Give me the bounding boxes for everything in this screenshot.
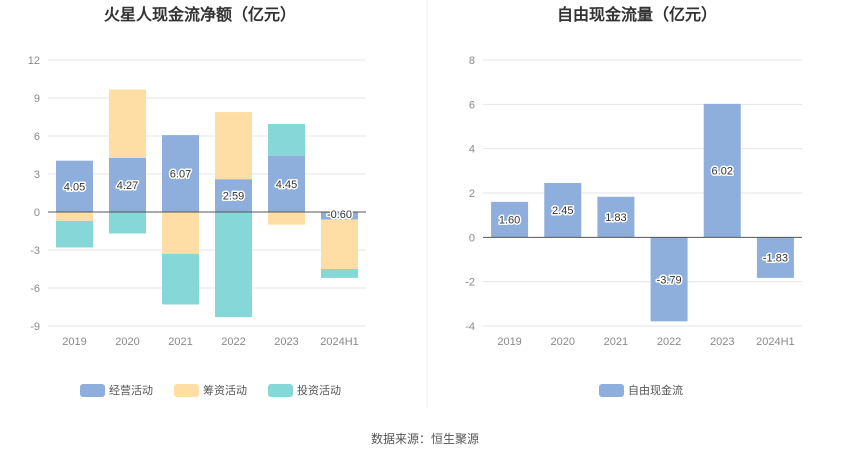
legend-label: 自由现金流 [628, 383, 683, 397]
bar[interactable] [56, 220, 93, 248]
y-tick-label: 0 [469, 232, 475, 244]
bar[interactable] [215, 212, 252, 318]
x-tick-label: 2024H1 [756, 336, 795, 348]
free-cash-flow-chart: 自由现金流量（亿元） -4 -2 0 2 4 6 8 2019 2020 2021 2022 2023 2… [465, 5, 802, 397]
x-tick-label: 2021 [604, 336, 628, 348]
x-tick-label: 2022 [657, 336, 681, 348]
bar[interactable] [109, 157, 146, 212]
x-tick-label: 2019 [497, 336, 521, 348]
legend-item[interactable]: 自由现金流 [599, 383, 683, 397]
bar[interactable] [162, 253, 199, 305]
bar[interactable] [268, 155, 305, 212]
legend-item[interactable]: 经营活动 [80, 383, 153, 397]
x-tick-label: 2020 [551, 336, 575, 348]
chart-title: 自由现金流量（亿元） [557, 5, 717, 24]
y-tick-label: 0 [34, 207, 40, 219]
data-label: 6.07 [170, 169, 191, 181]
y-tick-label: 9 [34, 93, 40, 105]
data-label: -1.83 [763, 253, 788, 265]
bar[interactable] [597, 196, 635, 238]
data-label: 4.27 [117, 180, 138, 192]
bar[interactable] [215, 179, 252, 212]
bar[interactable] [268, 212, 305, 225]
y-tick-label: -3 [30, 245, 40, 257]
data-label: 1.60 [499, 215, 520, 227]
y-tick-label: 2 [469, 188, 475, 200]
bar[interactable] [703, 103, 741, 238]
y-tick-label: -2 [465, 277, 475, 289]
bar[interactable] [321, 219, 358, 269]
data-label: 1.83 [605, 212, 626, 224]
x-tick-label: 2019 [62, 336, 86, 348]
bar[interactable] [215, 112, 252, 180]
cash-flow-net-chart: 火星人现金流净额（亿元） -9 -6 -3 0 3 6 9 12 2019 2020 2021 2022… [28, 5, 366, 397]
data-label: -3.79 [657, 274, 682, 286]
bar[interactable] [162, 212, 199, 254]
data-label: 6.02 [712, 166, 733, 178]
legend-label: 经营活动 [109, 383, 153, 397]
data-source-note: 数据来源：恒生聚源 [370, 432, 479, 446]
y-tick-label: 6 [469, 99, 475, 111]
x-tick-label: 2023 [710, 336, 734, 348]
bar[interactable] [56, 212, 93, 221]
legend-swatch [268, 384, 293, 397]
legend-label: 筹资活动 [203, 383, 247, 397]
y-tick-label: 4 [469, 144, 475, 156]
x-tick-label: 2024H1 [320, 336, 359, 348]
y-tick-label: 12 [28, 55, 40, 67]
x-tick-label: 2021 [168, 336, 192, 348]
bar[interactable] [109, 89, 146, 158]
legend-label: 投资活动 [297, 383, 341, 397]
bar[interactable] [109, 212, 146, 234]
data-label: 4.05 [64, 181, 85, 193]
y-tick-label: 3 [34, 169, 40, 181]
bar[interactable] [321, 269, 358, 278]
bar[interactable] [162, 135, 199, 212]
y-tick-label: -4 [465, 321, 475, 333]
chart-title: 火星人现金流净额（亿元） [104, 5, 296, 24]
x-tick-label: 2022 [221, 336, 245, 348]
y-tick-label: 8 [469, 55, 475, 67]
y-tick-label: -9 [30, 321, 40, 333]
legend-swatch [599, 384, 624, 397]
y-tick-label: 6 [34, 131, 40, 143]
bar[interactable] [544, 183, 582, 238]
y-tick-label: -6 [30, 283, 40, 295]
bar[interactable] [491, 201, 529, 238]
bar[interactable] [56, 160, 93, 212]
legend-swatch [174, 384, 199, 397]
legend-item[interactable]: 投资活动 [268, 383, 341, 397]
data-label: 4.45 [276, 179, 297, 191]
data-label: 2.59 [223, 191, 244, 203]
x-tick-label: 2023 [274, 336, 298, 348]
x-tick-label: 2020 [115, 336, 139, 348]
legend-swatch [80, 384, 105, 397]
bar[interactable] [321, 212, 358, 220]
legend-item[interactable]: 筹资活动 [174, 383, 247, 397]
bar[interactable] [650, 237, 688, 322]
bar[interactable] [756, 237, 794, 278]
bar[interactable] [268, 123, 305, 156]
data-label: -0.60 [327, 209, 352, 221]
data-label: 2.45 [552, 205, 573, 217]
